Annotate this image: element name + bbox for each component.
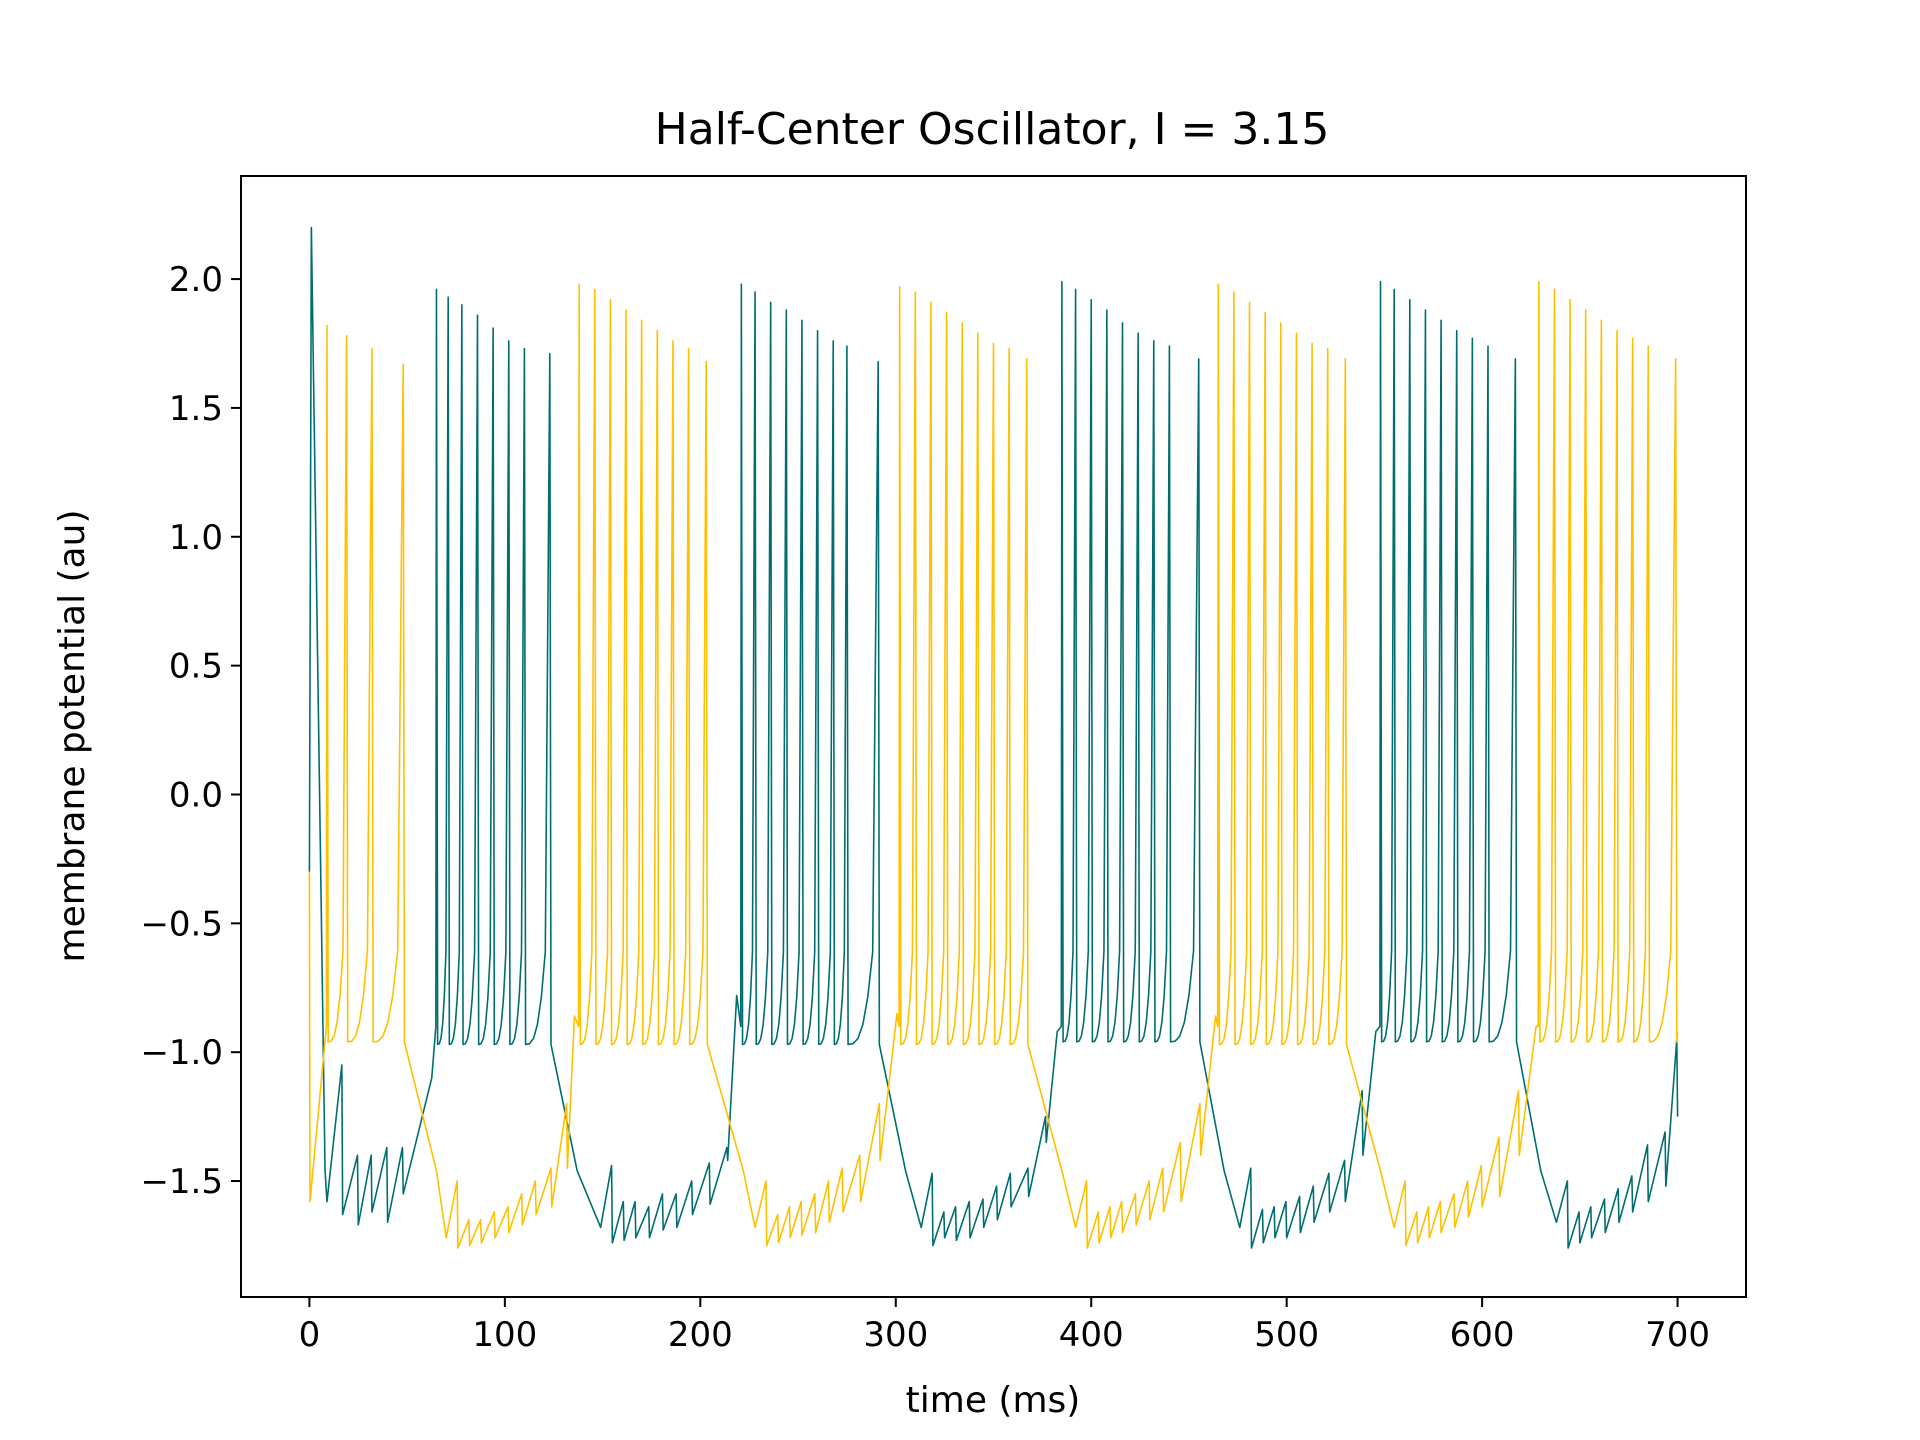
y-tick-label: 0.0: [169, 775, 223, 815]
y-tick-label: −1.0: [140, 1033, 223, 1073]
x-axis-label: time (ms): [906, 1380, 1081, 1421]
y-axis-ticks: −1.5 −1.0 −0.5 0.0 0.5 1.0 1.5 2.0: [140, 260, 241, 1202]
x-axis-ticks: 0 100 200 300 400 500 600 700: [299, 1297, 1710, 1355]
plot-lines: [308, 226, 1679, 1249]
x-tick-label: 200: [668, 1315, 733, 1355]
x-tick-label: 700: [1645, 1315, 1710, 1355]
y-tick-label: 1.0: [169, 518, 223, 558]
x-tick-label: 600: [1450, 1315, 1515, 1355]
y-tick-label: −0.5: [140, 904, 223, 944]
series-line-1: [308, 226, 1679, 1249]
x-tick-label: 400: [1059, 1315, 1124, 1355]
y-tick-label: 2.0: [169, 260, 223, 300]
x-tick-label: 500: [1254, 1315, 1319, 1355]
chart-title: Half-Center Oscillator, I = 3.15: [655, 104, 1330, 155]
y-tick-label: 1.5: [169, 389, 223, 429]
y-axis-label: membrane potential (au): [52, 510, 93, 963]
x-tick-label: 100: [472, 1315, 537, 1355]
x-tick-label: 0: [299, 1315, 321, 1355]
plot-frame: [240, 175, 1747, 1298]
y-tick-label: 0.5: [169, 647, 223, 687]
x-tick-label: 300: [863, 1315, 928, 1355]
y-tick-label: −1.5: [140, 1162, 223, 1202]
series-line-2: [308, 280, 1679, 1249]
